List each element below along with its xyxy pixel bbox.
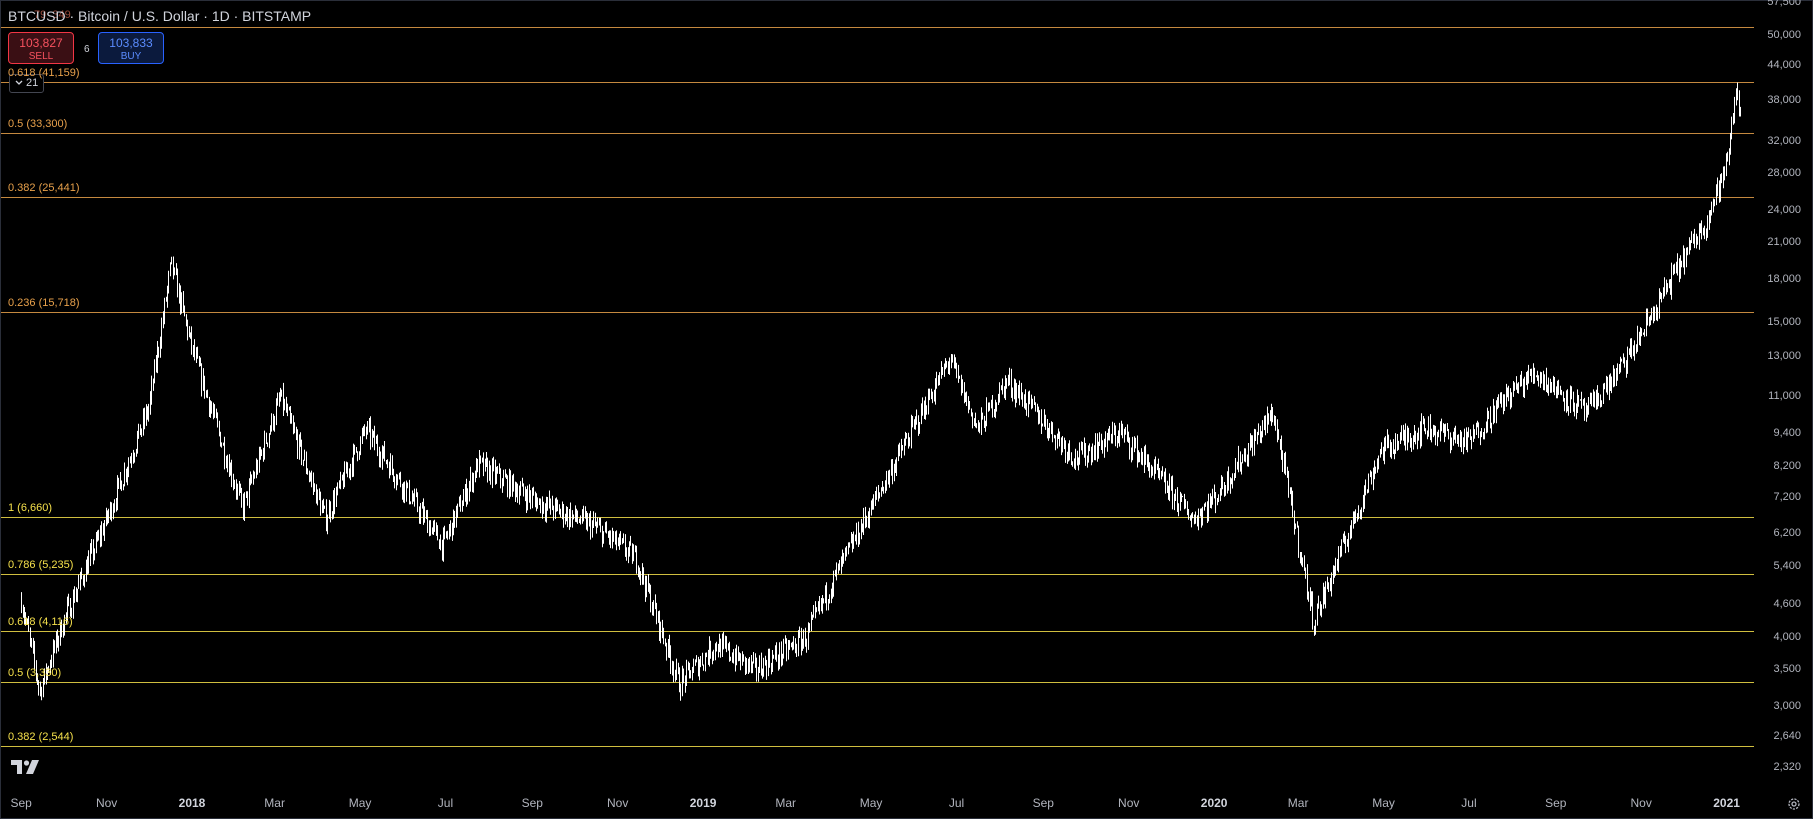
time-tick-label: Sep <box>10 796 32 810</box>
chevron-down-icon <box>15 80 23 86</box>
spread-value: 6 <box>84 44 90 55</box>
buy-price: 103,833 <box>109 36 153 50</box>
time-tick-label: 2019 <box>689 796 717 810</box>
fib-lower-label: 0.786 (5,235) <box>8 558 74 571</box>
time-tick-label: Jul <box>437 796 454 810</box>
price-tick-label: 3,500 <box>1773 662 1801 675</box>
time-tick-label: May <box>1372 796 1395 810</box>
time-tick-label: Mar <box>775 796 797 810</box>
fib-upper-label: 0.236 (15,718) <box>8 296 80 309</box>
price-tick-label: 15,000 <box>1767 316 1801 329</box>
price-tick-label: 32,000 <box>1767 135 1801 148</box>
price-tick-label: 3,000 <box>1773 699 1801 712</box>
time-tick-label: Nov <box>1630 796 1652 810</box>
sell-button[interactable]: 103,827 SELL <box>8 32 74 64</box>
time-tick-label: May <box>348 796 372 810</box>
price-tick-label: 38,000 <box>1767 94 1801 107</box>
price-tick-label: 4,600 <box>1773 597 1801 610</box>
price-tick-label: 18,000 <box>1767 272 1801 285</box>
price-tick-label: 7,200 <box>1773 491 1801 503</box>
buy-label: BUY <box>120 51 142 62</box>
price-tick-label: 57,500 <box>1767 0 1801 8</box>
symbol-title[interactable]: BTCUSD · Bitcoin / U.S. Dollar · 1D · BI… <box>8 8 312 24</box>
fib-upper-label: 0.5 (33,300) <box>8 117 68 130</box>
time-tick-label: Mar <box>264 796 285 810</box>
price-tick-label: 5,400 <box>1773 559 1801 572</box>
fib-upper-label: 0.382 (25,441) <box>8 181 80 194</box>
price-tick-label: 2,320 <box>1773 761 1801 773</box>
time-tick-label: 2020 <box>1200 796 1228 810</box>
time-tick-label: Sep <box>521 796 543 810</box>
fib-upper-label: 0.618 (41,159) <box>8 66 80 79</box>
price-tick-label: 4,000 <box>1773 631 1801 644</box>
price-tick-label: 44,000 <box>1767 59 1801 72</box>
time-tick-label: 2021 <box>1713 796 1740 810</box>
time-tick-label: Nov <box>1118 796 1140 810</box>
fib-lower-label: 0.382 (2,544) <box>8 730 74 743</box>
price-tick-label: 8,200 <box>1773 460 1801 472</box>
sell-price: 103,827 <box>19 36 63 50</box>
price-tick-label: 2,640 <box>1773 730 1801 743</box>
indicators-count: 21 <box>26 77 39 89</box>
time-tick-label: Nov <box>606 796 629 810</box>
time-tick-label: Mar <box>1287 796 1309 810</box>
price-tick-label: 9,400 <box>1773 427 1801 440</box>
time-tick-label: 2018 <box>178 796 206 810</box>
fib-lower-label: 0.5 (3,330) <box>8 666 62 679</box>
sell-label: SELL <box>28 51 54 62</box>
fib-lower-label: 0.618 (4,116) <box>8 615 73 628</box>
time-tick-label: May <box>859 796 883 810</box>
price-tick-label: 50,000 <box>1767 29 1801 41</box>
tradingview-logo-icon[interactable] <box>11 758 41 776</box>
indicators-collapse-button[interactable]: 21 <box>9 74 45 93</box>
time-tick-label: Jul <box>948 796 965 810</box>
candlestick-series <box>21 82 1741 701</box>
price-tick-label: 21,000 <box>1767 235 1801 248</box>
time-tick-label: Jul <box>1461 796 1477 810</box>
fib-lower-label: 1 (6,660) <box>8 501 53 514</box>
time-tick-label: Nov <box>95 796 118 810</box>
buy-button[interactable]: 103,833 BUY <box>98 32 164 64</box>
price-tick-label: 11,000 <box>1768 389 1801 402</box>
price-tick-label: 6,200 <box>1773 526 1801 539</box>
gear-icon[interactable] <box>1787 797 1801 811</box>
fibonacci-levels <box>0 27 1754 747</box>
ghost-price-text: 79 349 <box>34 9 71 21</box>
time-tick-label: Sep <box>1032 796 1054 810</box>
price-tick-label: 24,000 <box>1767 203 1801 216</box>
time-tick-label: Sep <box>1545 796 1567 810</box>
price-tick-label: 28,000 <box>1767 167 1801 180</box>
price-tick-label: 13,000 <box>1767 350 1801 363</box>
